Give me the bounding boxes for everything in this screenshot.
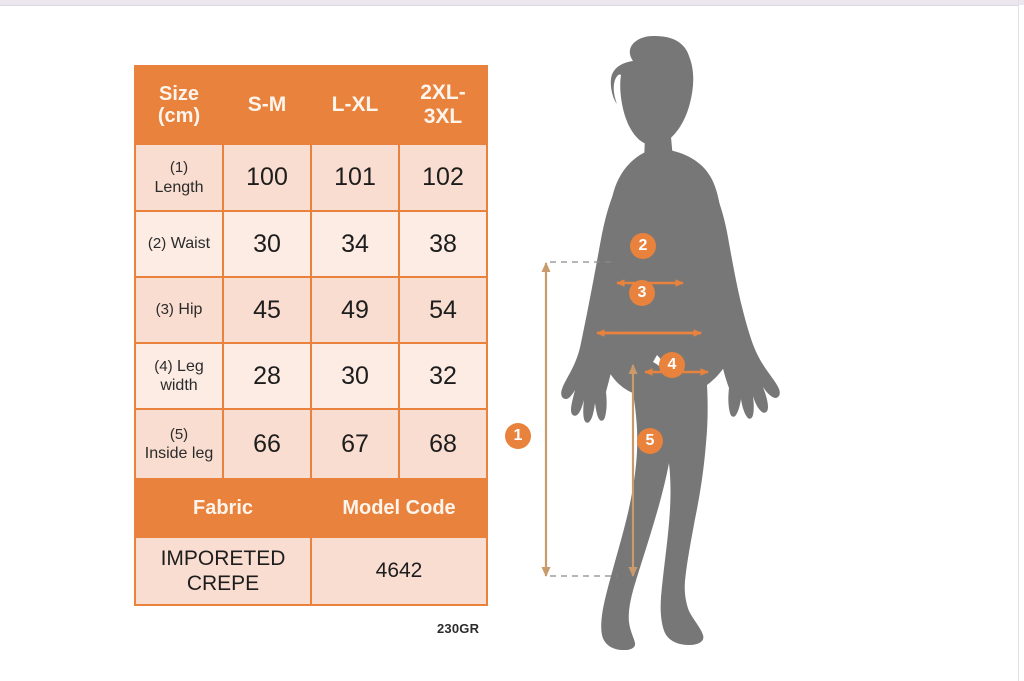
footer-value-model-code: 4642 <box>310 536 488 606</box>
row-label-waist: (2) Waist <box>134 210 224 278</box>
row-marker-1: (1) <box>169 159 189 177</box>
table-row-waist: (2) Waist 30 34 38 <box>134 210 488 278</box>
cell-inside-leg-sm: 66 <box>222 408 312 480</box>
cell-hip-lxl: 49 <box>310 276 400 344</box>
header-size-label: Size <box>158 82 200 105</box>
footer-value-fabric: IMPORETED CREPE <box>134 536 312 606</box>
footer-header-model-code: Model Code <box>310 478 488 538</box>
cell-length-2xl3xl: 102 <box>398 143 488 212</box>
marker-badge-5: 5 <box>637 428 663 454</box>
cell-leg-width-2xl3xl: 32 <box>398 342 488 410</box>
row-name-leg-width: Leg width <box>160 357 204 394</box>
model-figure-area <box>505 25 805 650</box>
marker-badge-4: 4 <box>659 352 685 378</box>
cell-waist-sm: 30 <box>222 210 312 278</box>
marker-badge-2: 2 <box>630 233 656 259</box>
cell-waist-lxl: 34 <box>310 210 400 278</box>
table-row-inside-leg: (5) Inside leg 66 67 68 <box>134 408 488 480</box>
row-marker-4: (4) <box>154 357 173 375</box>
header-col-2xl3xl: 2XL- 3XL <box>398 65 488 145</box>
table-row-leg-width: (4) Leg width 28 30 32 <box>134 342 488 410</box>
row-name-waist: Waist <box>170 235 211 253</box>
marker-badge-3: 3 <box>629 280 655 306</box>
top-frame-line <box>0 5 1018 6</box>
footer-header-fabric: Fabric <box>134 478 312 538</box>
header-size-unit: (cm) <box>157 105 201 127</box>
row-label-length: (1) Length <box>134 143 224 212</box>
size-table: Size (cm) S-M L-XL 2XL- 3XL (1) Length 10… <box>134 65 488 606</box>
top-band <box>0 0 1024 5</box>
table-row-length: (1) Length 100 101 102 <box>134 143 488 212</box>
row-name-inside-leg: Inside leg <box>144 445 214 462</box>
header-size-cell: Size (cm) <box>134 65 224 145</box>
cell-leg-width-sm: 28 <box>222 342 312 410</box>
weight-note: 230GR <box>437 621 480 636</box>
cell-hip-2xl3xl: 54 <box>398 276 488 344</box>
marker-badge-1: 1 <box>505 423 531 449</box>
row-label-inside-leg: (5) Inside leg <box>134 408 224 480</box>
female-silhouette <box>561 35 780 650</box>
header-col-lxl: L-XL <box>310 65 400 145</box>
cell-leg-width-lxl: 30 <box>310 342 400 410</box>
row-name-length: Length <box>154 178 204 196</box>
table-footer-header-row: Fabric Model Code <box>134 478 488 538</box>
table-header-row: Size (cm) S-M L-XL 2XL- 3XL <box>134 65 488 145</box>
table-row-hip: (3) Hip 45 49 54 <box>134 276 488 344</box>
right-frame-line <box>1018 0 1019 681</box>
table-footer-value-row: IMPORETED CREPE 4642 <box>134 536 488 606</box>
cell-waist-2xl3xl: 38 <box>398 210 488 278</box>
cell-length-lxl: 101 <box>310 143 400 212</box>
measure-line-1-length <box>541 261 617 577</box>
row-marker-5: (5) <box>169 425 189 443</box>
header-col-sm: S-M <box>222 65 312 145</box>
row-label-leg-width: (4) Leg width <box>134 342 224 410</box>
model-figure-svg <box>541 35 780 650</box>
cell-hip-sm: 45 <box>222 276 312 344</box>
cell-inside-leg-lxl: 67 <box>310 408 400 480</box>
cell-length-sm: 100 <box>222 143 312 212</box>
row-label-hip: (3) Hip <box>134 276 224 344</box>
row-name-hip: Hip <box>178 301 203 319</box>
row-marker-2: (2) <box>147 235 167 253</box>
row-marker-3: (3) <box>155 301 174 319</box>
cell-inside-leg-2xl3xl: 68 <box>398 408 488 480</box>
